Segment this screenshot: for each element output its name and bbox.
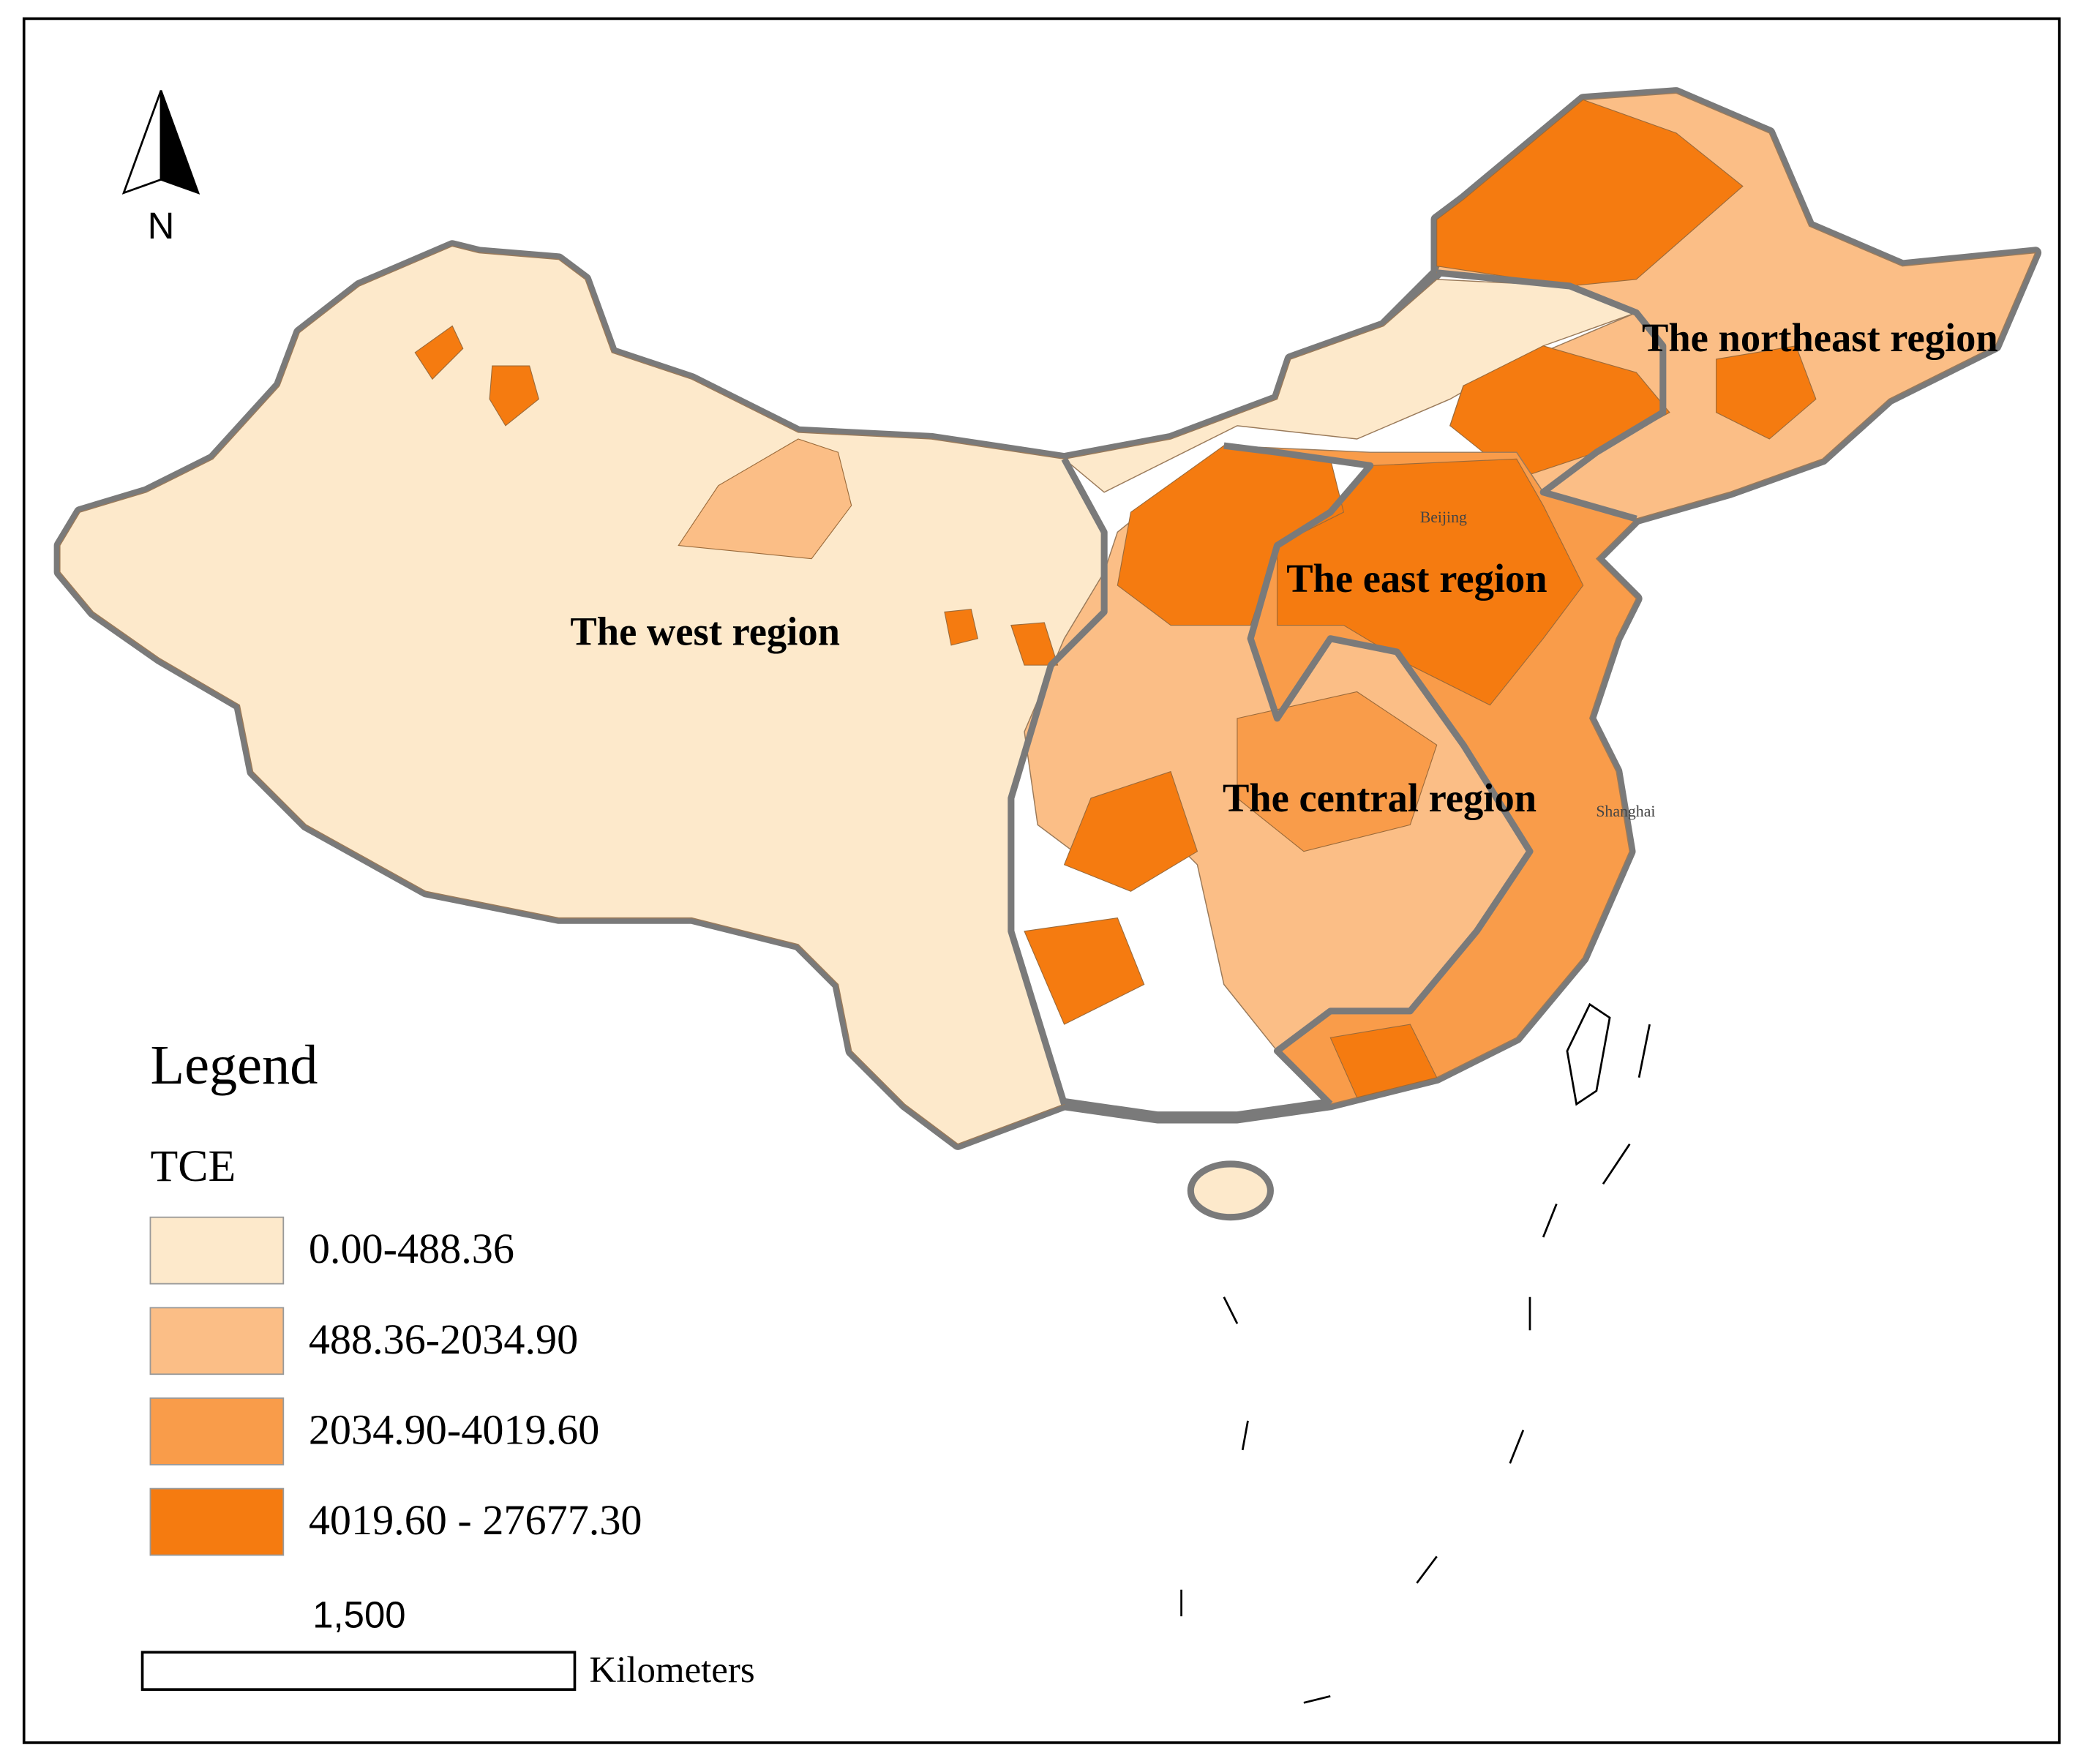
north-arrow xyxy=(160,90,200,195)
region-patch xyxy=(1715,345,1817,440)
region-label: The northeast region xyxy=(1642,315,1998,360)
city-label: Beijing xyxy=(1420,508,1467,526)
region-label: The central region xyxy=(1223,776,1537,820)
legend-swatch xyxy=(149,1307,285,1375)
region-patch xyxy=(1237,691,1438,852)
region-patch xyxy=(1063,770,1198,892)
region-patch xyxy=(414,325,464,380)
region-label: The east region xyxy=(1286,556,1547,601)
legend-label: 4019.60 - 27677.30 xyxy=(309,1496,642,1544)
region-patch xyxy=(944,609,979,646)
region-patch xyxy=(489,365,540,427)
scale-unit: Kilometers xyxy=(589,1650,754,1691)
region-patch xyxy=(1329,1024,1438,1098)
region-border xyxy=(1436,269,1667,522)
region-patch xyxy=(1436,99,1744,287)
legend-items: 0.00-488.36 488.36-2034.90 2034.90-4019.60… xyxy=(149,1216,642,1556)
island-marks xyxy=(1180,1024,1651,1704)
region-patch xyxy=(1024,917,1145,1025)
taiwan-island xyxy=(1566,1002,1611,1106)
region-border xyxy=(1223,442,1534,1107)
city-label: Shanghai xyxy=(1596,803,1655,820)
legend-label: 488.36-2034.90 xyxy=(309,1316,578,1363)
legend-swatch xyxy=(149,1216,285,1285)
region-label: The west region xyxy=(570,609,840,654)
legend-title: Legend xyxy=(150,1034,318,1096)
legend-label: 2034.90-4019.60 xyxy=(309,1405,600,1453)
legend-swatch xyxy=(149,1397,285,1465)
legend-swatch xyxy=(149,1487,285,1556)
legend-label: 0.00-488.36 xyxy=(309,1225,514,1272)
scale-bar xyxy=(140,1651,577,1691)
region-patch xyxy=(1010,622,1059,666)
north-label: N xyxy=(148,205,175,247)
region-border xyxy=(1008,457,1108,1106)
legend-field: TCE xyxy=(150,1141,236,1191)
hainan-island xyxy=(1187,1160,1274,1221)
scale-label: 1,500 xyxy=(312,1594,405,1635)
region-patch xyxy=(678,438,852,560)
